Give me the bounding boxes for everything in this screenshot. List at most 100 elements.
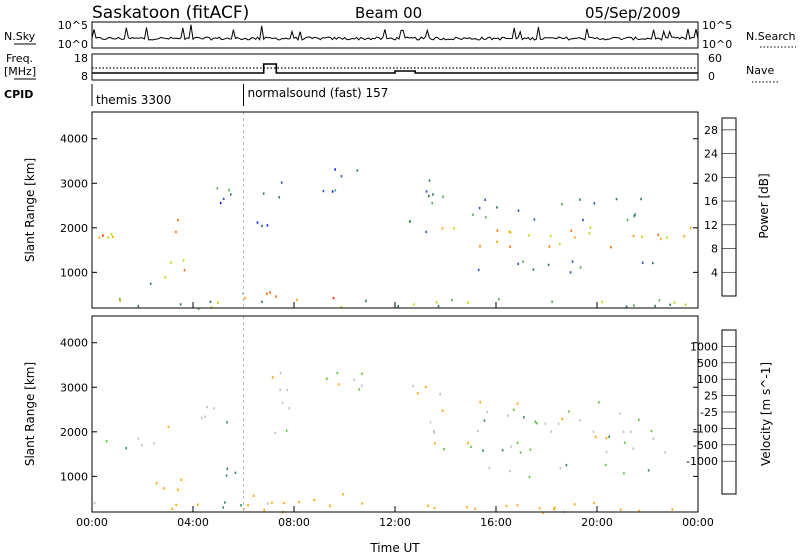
echo-cell (110, 233, 113, 236)
echo-cell (433, 431, 435, 434)
echo-cell (102, 234, 104, 237)
echo-cell (472, 213, 474, 216)
echo-cell (329, 504, 331, 507)
echo-cell (509, 469, 511, 473)
echo-cell (409, 220, 412, 223)
station-title: Saskatoon (fitACF) (92, 3, 249, 23)
echo-cell (271, 376, 274, 379)
echo-cell (206, 405, 208, 409)
echo-cell (322, 189, 325, 193)
echo-cell (182, 259, 185, 262)
echo-cell (605, 450, 608, 454)
echo-cell (654, 304, 656, 308)
echo-cell (598, 401, 600, 404)
colorbar-tick-label: 16 (704, 195, 718, 208)
echo-cell (553, 508, 555, 511)
echo-cell (579, 266, 582, 269)
cpid-program-0: themis 3300 (96, 93, 171, 107)
freq-frame (91, 53, 699, 81)
echo-cell (647, 469, 650, 472)
date-title: 05/Sep/2009 (585, 4, 681, 22)
x-tick-label: 12:00 (379, 516, 411, 529)
echo-cell (517, 209, 520, 212)
echo-cell (263, 508, 265, 512)
freq-tick-bottom: 8 (81, 70, 88, 83)
colorbar-tick-label: 28 (704, 124, 718, 137)
y-tick-label: 4000 (60, 133, 88, 146)
echo-cell (592, 430, 595, 433)
echo-cell (244, 296, 246, 300)
echo-cell (512, 408, 515, 411)
echo-cell (623, 472, 625, 475)
velocity-y-axis-label: Slant Range [km] (23, 362, 37, 466)
echo-cell (441, 409, 444, 412)
power-y-axis: 1000 2000 3000 4000 (60, 133, 698, 279)
echo-cell (608, 435, 610, 438)
echo-cell (163, 487, 165, 490)
nsky-frame (91, 21, 699, 49)
echo-cell (179, 303, 182, 306)
echo-cell (517, 262, 519, 266)
echo-cell (230, 193, 232, 196)
echo-cell (669, 303, 671, 306)
echo-cell (559, 467, 562, 470)
nsearch-tick-top: 10^5 (702, 19, 732, 32)
echo-cell (261, 300, 263, 303)
echo-cell (356, 169, 359, 172)
x-tick-label: 00:00 (682, 516, 714, 529)
freq-trace (92, 63, 698, 74)
echo-cell (579, 419, 581, 422)
echo-cell (240, 504, 242, 507)
echo-cell (435, 301, 438, 304)
power-colorbar-label: Power [dB] (757, 173, 771, 238)
echo-cell (177, 219, 179, 222)
echo-cell (283, 501, 285, 505)
velocity-echoes (93, 316, 674, 515)
echo-cell (453, 227, 455, 230)
power-plot-area (92, 112, 698, 308)
echo-cell (416, 392, 419, 395)
echo-cell (641, 235, 643, 238)
echo-cell (561, 417, 563, 421)
echo-cell (593, 501, 595, 505)
echo-cell (483, 419, 486, 422)
echo-cell (482, 449, 484, 452)
nsky-tick-top: 10^5 (58, 19, 88, 32)
echo-cell (466, 506, 468, 509)
echo-cell (93, 501, 96, 505)
echo-cell (428, 194, 430, 198)
echo-cell (551, 300, 553, 303)
echo-cell (633, 214, 636, 218)
echo-cell (558, 242, 561, 246)
echo-cell (534, 420, 536, 423)
echo-cell (222, 197, 225, 201)
velocity-panel: 1000 2000 3000 4000 00:00 04:00 08:00 12:00 16:… (23, 315, 773, 529)
echo-cell (439, 392, 441, 396)
echo-cell (167, 425, 170, 429)
nsearch-tick-bottom: 10^0 (702, 38, 732, 51)
echo-cell (98, 236, 101, 239)
velocity-colorbar: 1000 500 100 25 -25 -100 -500 -1000 (686, 329, 737, 495)
echo-cell (557, 422, 560, 425)
echo-cell (477, 268, 480, 272)
echo-cell (425, 190, 428, 193)
echo-cell (529, 448, 532, 451)
echo-cell (269, 291, 271, 294)
echo-cell (650, 429, 653, 433)
y-tick-label: 4000 (60, 337, 88, 350)
echo-cell (334, 189, 337, 192)
echo-cell (569, 271, 572, 274)
echo-cell (652, 261, 654, 265)
echo-cell (412, 384, 414, 388)
echo-cell (432, 193, 434, 196)
echo-cell (171, 507, 173, 511)
echo-cell (671, 508, 674, 511)
x-axis-title: Time UT (369, 541, 420, 554)
echo-cell (547, 263, 550, 267)
colorbar-tick-label: 8 (711, 243, 718, 256)
echo-cell (266, 292, 268, 295)
echo-cell (633, 304, 635, 307)
echo-cell (286, 388, 288, 392)
echo-cell (516, 441, 519, 444)
